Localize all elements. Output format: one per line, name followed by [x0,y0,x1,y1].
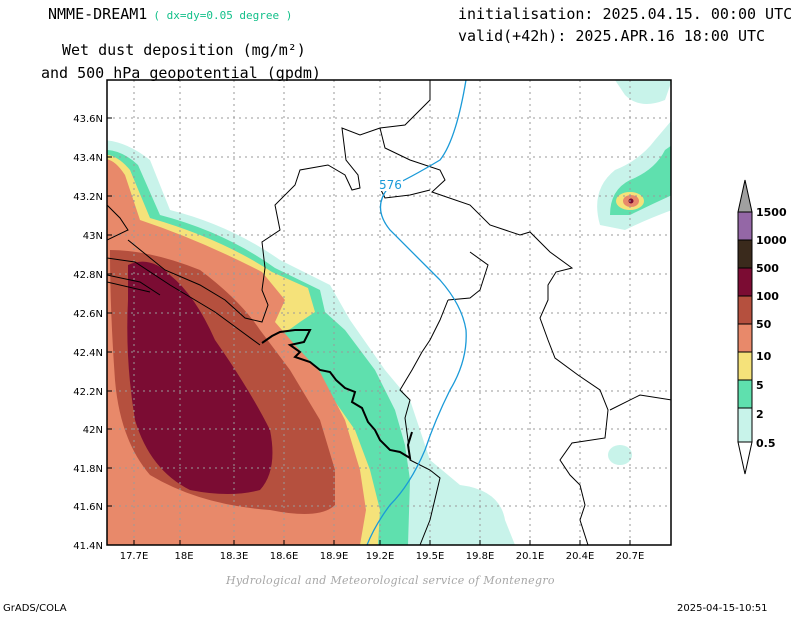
lon-label: 18.6E [270,551,299,562]
colorbar-segment-1000 [737,211,753,241]
initialisation-time: initialisation: 2025.04.15. 00:00 UTC [458,5,793,23]
colorbar-segment-50 [737,295,753,325]
lon-label: 19.5E [416,551,445,562]
field-title-line1: Wet dust deposition (mg/m²) [62,41,306,59]
legend-label: 5 [756,379,764,392]
colorbar-segment-100 [737,267,753,297]
legend-label: 10 [756,350,772,363]
model-resolution: ( dx=dy=0.05 degree ) [153,9,293,22]
lat-label: 43.4N [73,153,103,164]
lat-label: 42N [83,425,103,436]
longitude-labels: 17.7E 18E 18.3E 18.6E 18.9E 19.2E 19.5E … [120,551,645,562]
contour-label-576: 576 [379,178,402,192]
deposition-spot-se-0.5 [608,445,632,465]
lon-label: 18.9E [320,551,349,562]
colorbar-segment-10 [737,323,753,353]
lat-label: 41.6N [73,502,103,513]
colorbar-segment-500 [737,239,753,269]
lon-label: 17.7E [120,551,149,562]
colorbar-legend [737,179,753,475]
lon-label: 20.7E [616,551,645,562]
lon-label: 19.2E [366,551,395,562]
legend-label: 1000 [756,234,787,247]
lat-label: 42.2N [73,387,103,398]
field-title-line2: and 500 hPa geopotential (gpdm) [41,64,321,82]
lat-label: 42.8N [73,270,103,281]
legend-label: 100 [756,290,779,303]
legend-label: 500 [756,262,779,275]
latitude-labels: 43.6N 43.4N 43.2N 43N 42.8N 42.6N 42.4N … [73,114,103,552]
software-label: GrADS/COLA [3,603,67,614]
lon-label: 20.4E [566,551,595,562]
lon-label: 18E [174,551,193,562]
lon-label: 18.3E [220,551,249,562]
colorbar-segment-5 [737,351,753,381]
lon-label: 20.1E [516,551,545,562]
model-name: NMME-DREAM1 [48,5,148,23]
model-title: NMME-DREAM1 ( dx=dy=0.05 degree ) [48,5,292,23]
lat-label: 42.4N [73,348,103,359]
deposition-spot-ne-100 [628,198,634,204]
country-borders [107,80,671,545]
colorbar-segment-2 [737,379,753,409]
valid-time: valid(+42h): 2025.APR.16 18:00 UTC [458,27,766,45]
colorbar-bottom-arrow [737,441,753,475]
geopotential-576-contour [366,80,467,545]
dust-deposition-field [107,80,671,545]
colorbar-labels: 1500 1000 500 100 50 10 5 2 0.5 [756,206,787,450]
deposition-level-100 [127,261,273,494]
lat-label: 43.6N [73,114,103,125]
legend-label: 0.5 [756,437,776,450]
lat-label: 41.8N [73,464,103,475]
lat-label: 43.2N [73,192,103,203]
lat-label: 41.4N [73,541,103,552]
axis-ticks [107,117,631,545]
legend-label: 50 [756,318,772,331]
lat-label: 43N [83,231,103,242]
deposition-corner-0.5 [615,80,671,104]
lat-lon-grid [107,80,671,545]
generation-timestamp: 2025-04-15-10:51 [677,603,768,614]
colorbar-segment-0.5 [737,407,753,443]
lon-label: 19.8E [466,551,495,562]
institution-credit: Hydrological and Meteorological service … [226,574,555,587]
colorbar-top-arrow [737,179,753,213]
legend-label: 2 [756,408,764,421]
lat-label: 42.6N [73,309,103,320]
legend-label: 1500 [756,206,787,219]
coastline [261,329,413,460]
